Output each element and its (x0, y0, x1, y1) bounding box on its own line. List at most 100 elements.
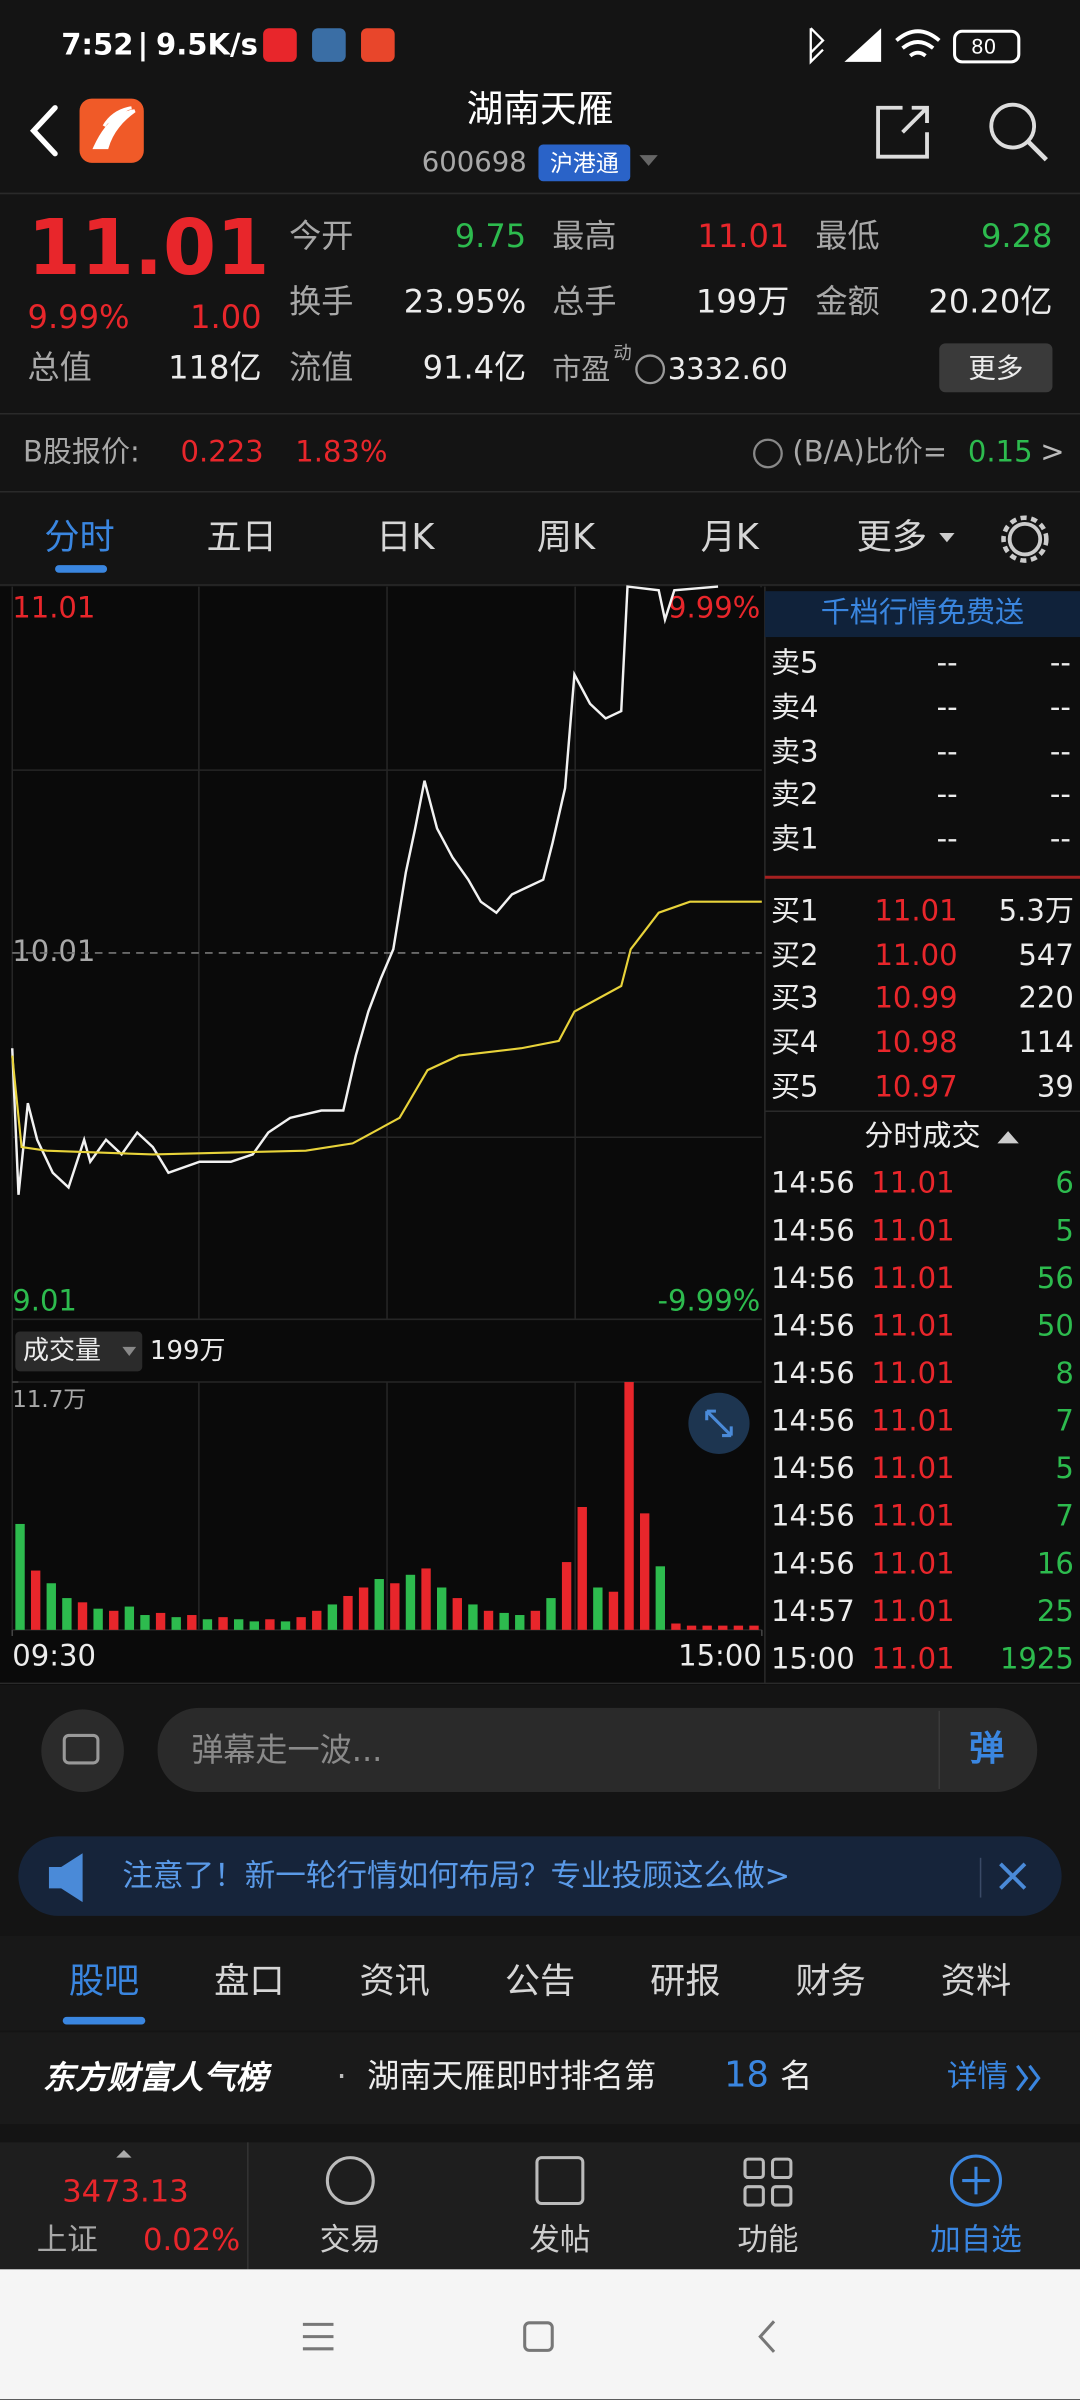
danmu-input[interactable] (157, 1707, 1038, 1793)
add-watch-icon[interactable] (949, 2154, 1002, 2207)
up-arrow (116, 2149, 132, 2158)
trade-price: 11.01 (871, 1451, 954, 1485)
back-button[interactable] (29, 105, 58, 157)
trade-volume: 5 (1055, 1451, 1073, 1485)
section-tab[interactable]: 研报 (650, 1961, 720, 2002)
field-value: 118亿 (168, 348, 261, 386)
notice-text[interactable]: 注意了！新一轮行情如何布局？专业投顾这么做> (122, 1859, 790, 1894)
volume-bar (62, 1598, 72, 1630)
collapse-arrow[interactable] (997, 1131, 1019, 1144)
nav-item[interactable]: 加自选 (930, 2223, 1022, 2258)
panel-background (764, 586, 1080, 1685)
field-label: 今开 (289, 217, 353, 255)
nav-item[interactable]: 发帖 (529, 2223, 590, 2258)
volume-bar (312, 1610, 322, 1630)
more-button-label[interactable]: 更多 (968, 352, 1023, 384)
field-label: 总手 (552, 283, 616, 321)
book-label: 买2 (771, 938, 819, 972)
volume-bar (124, 1606, 135, 1630)
trade-icon[interactable] (325, 2156, 375, 2206)
book-price: -- (937, 734, 958, 768)
chart-tab[interactable]: 周K (537, 517, 596, 558)
volume-bar (749, 1625, 759, 1630)
dropdown-arrow[interactable] (639, 155, 658, 166)
trade-price: 11.01 (871, 1594, 954, 1628)
settings-button[interactable] (1007, 521, 1043, 557)
volume-bar (265, 1619, 275, 1630)
book-volume: 114 (1018, 1025, 1073, 1059)
field-label: 总值 (28, 348, 92, 386)
trade-time: 15:00 (771, 1641, 855, 1675)
danmu-button[interactable]: 弹 (969, 1729, 1004, 1770)
section-tab[interactable]: 财务 (795, 1961, 865, 2002)
pe-info-icon[interactable] (635, 354, 666, 385)
rank-row[interactable] (0, 2032, 1080, 2124)
trade-time: 14:57 (771, 1594, 855, 1628)
system-nav (0, 2269, 1080, 2400)
home-button[interactable] (523, 2321, 554, 2352)
nav-item[interactable]: 交易 (320, 2223, 381, 2258)
promo-banner[interactable] (764, 591, 1080, 638)
expand-icon (705, 1409, 733, 1438)
book-volume: -- (1050, 777, 1071, 811)
volume-bar (171, 1617, 181, 1630)
function-icon[interactable] (743, 2157, 793, 2207)
app-icon (312, 28, 346, 62)
volume-bar (15, 1523, 25, 1630)
volume-bar (140, 1615, 150, 1630)
chart-tab[interactable]: 更多 (857, 517, 927, 558)
danmu-placeholder[interactable]: 弹幕走一波... (191, 1731, 382, 1769)
book-price: -- (937, 690, 958, 724)
section-tab[interactable]: 资讯 (359, 1961, 429, 2002)
book-volume: 547 (1018, 938, 1073, 972)
nav-item[interactable]: 功能 (737, 2223, 798, 2258)
back-nav-button[interactable] (758, 2320, 776, 2353)
close-button[interactable] (999, 1862, 1027, 1890)
volume-selector[interactable] (15, 1331, 143, 1372)
tab-indicator (62, 2016, 146, 2025)
volume-bar (233, 1619, 244, 1630)
section-tab[interactable]: 股吧 (69, 1961, 139, 2002)
help-icon[interactable] (753, 438, 783, 469)
volume-label[interactable]: 成交量 (23, 1336, 101, 1366)
volume-bar (218, 1617, 228, 1630)
section-tab[interactable]: 资料 (941, 1961, 1011, 2002)
volume-bar (187, 1615, 197, 1630)
volume-bar (280, 1621, 291, 1630)
more-button[interactable] (939, 343, 1053, 393)
chart-tab[interactable]: 五日 (207, 517, 277, 558)
x-tick-label: 15:00 (678, 1638, 762, 1672)
trade-time: 14:56 (771, 1546, 855, 1580)
chart-tab[interactable]: 分时 (44, 517, 114, 558)
share-button[interactable] (876, 105, 929, 159)
b-share-percent: 1.83% (295, 434, 387, 468)
section-tab[interactable]: 公告 (505, 1961, 575, 2002)
trade-time: 14:56 (771, 1404, 855, 1438)
trade-time: 14:56 (771, 1308, 855, 1342)
book-volume: -- (1050, 822, 1071, 856)
rank-link[interactable]: 详情 (947, 2060, 1008, 2095)
book-volume: -- (1050, 690, 1071, 724)
notice-banner[interactable] (18, 1836, 1062, 1916)
danmu-toggle[interactable] (41, 1709, 124, 1793)
trade-price: 11.01 (871, 1213, 954, 1247)
chart-tab[interactable]: 月K (701, 517, 760, 558)
rank-text: 湖南天雁即时排名第 (367, 2057, 656, 2095)
book-price: 11.00 (874, 938, 957, 972)
volume-bar (640, 1513, 650, 1630)
menu-button[interactable] (302, 2322, 334, 2351)
tab-indicator (55, 565, 108, 573)
trade-volume: 7 (1055, 1404, 1073, 1438)
book-label: 买4 (771, 1025, 819, 1059)
promo-text[interactable]: 千档行情免费送 (821, 595, 1024, 629)
trade-volume: 7 (1055, 1499, 1073, 1533)
trade-volume: 8 (1055, 1356, 1073, 1390)
chart-tab[interactable]: 日K (376, 517, 435, 558)
post-icon[interactable] (535, 2156, 585, 2206)
danmu-icon (62, 1733, 100, 1765)
search-button[interactable] (989, 102, 1037, 150)
status-time: 7:52 (61, 28, 133, 62)
section-tab[interactable]: 盘口 (214, 1961, 284, 2002)
field-label: 市盈 (552, 352, 610, 386)
